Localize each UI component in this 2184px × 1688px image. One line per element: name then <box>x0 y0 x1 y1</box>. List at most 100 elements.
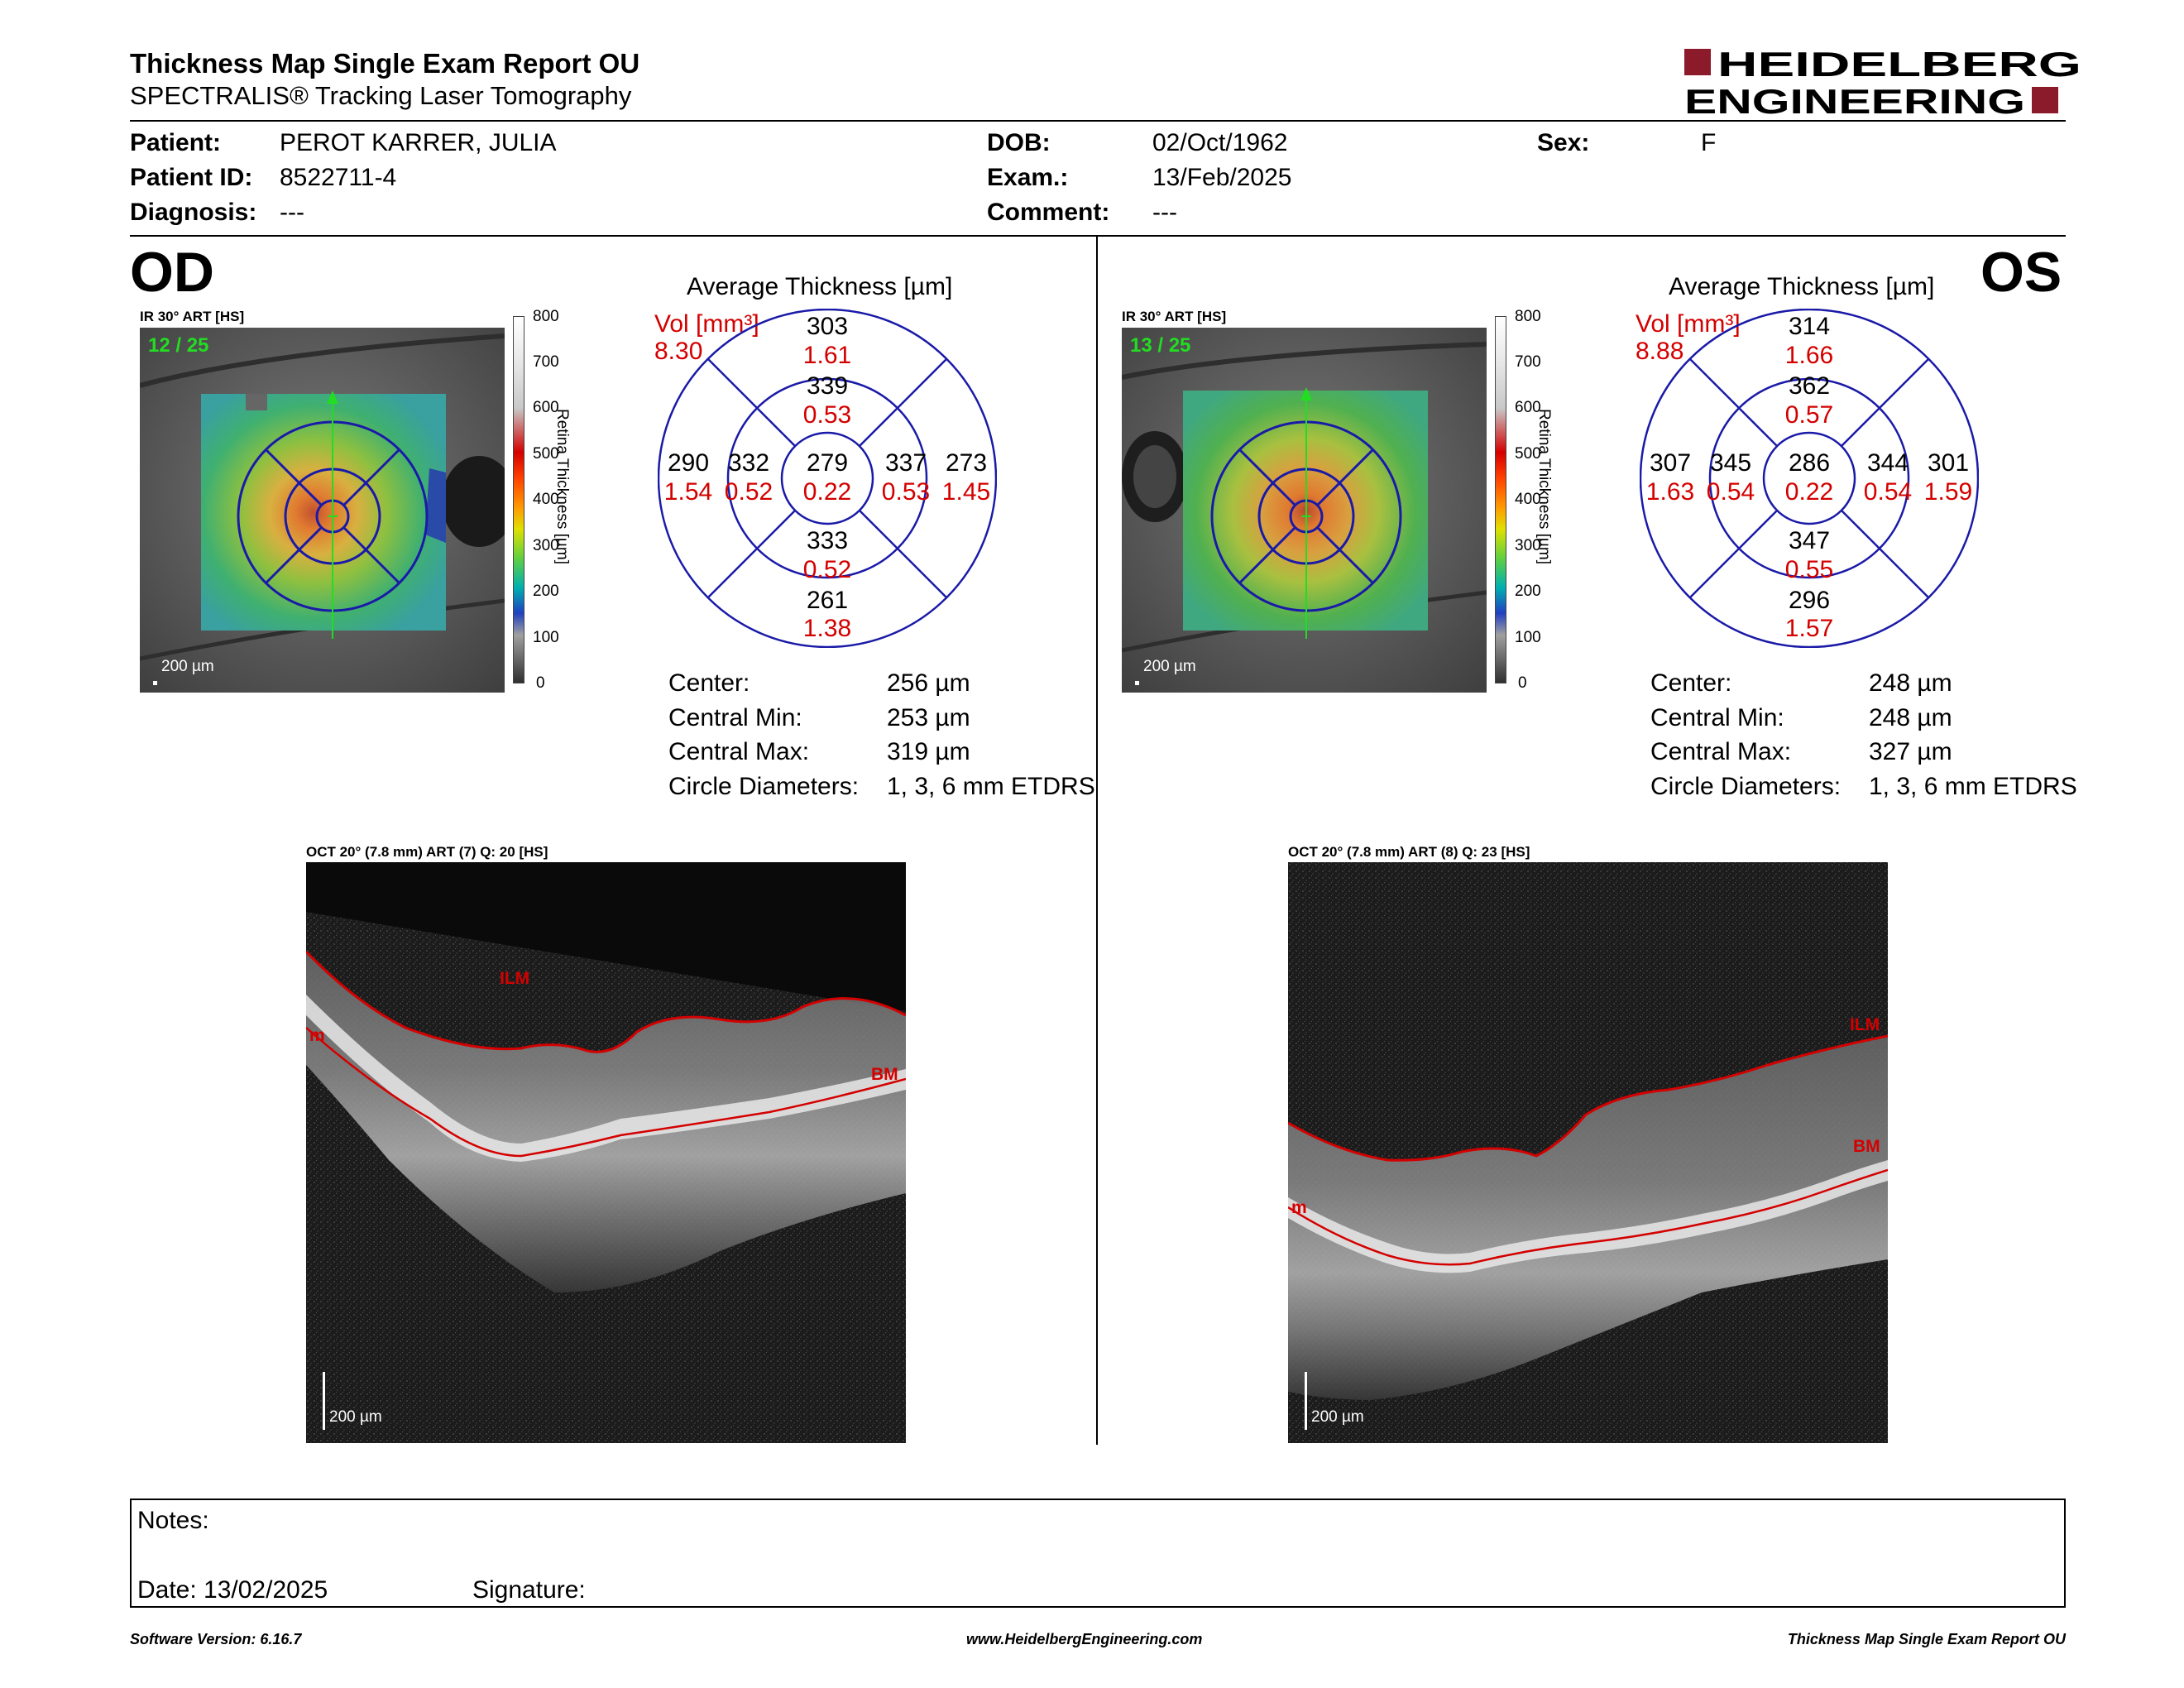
od-outer-inf-volume: 1.38 <box>802 615 852 642</box>
os-ir-label: IR 30° ART [HS] <box>1122 309 1227 324</box>
os-center-value: 248 µm <box>1869 669 1952 697</box>
eye-divider <box>1096 237 1098 1445</box>
od-tick-500: 500 <box>533 445 559 463</box>
od-outer-inf-thickness: 261 <box>806 587 849 614</box>
os-inner-right-thickness: 344 <box>1866 449 1909 477</box>
os-frame-counter: 13 / 25 <box>1130 334 1191 357</box>
os-central-min-label: Central Min: <box>1650 704 1784 731</box>
signature-label: Signature: <box>472 1576 586 1604</box>
od-outer-left-thickness: 290 <box>667 449 710 477</box>
exam-value: 13/Feb/2025 <box>1152 164 1292 191</box>
od-outer-sup-thickness: 303 <box>806 313 849 340</box>
os-outer-right-volume: 1.59 <box>1923 478 1973 506</box>
od-fundus-image <box>140 328 505 693</box>
os-outer-left-thickness: 307 <box>1649 449 1692 477</box>
os-circle-diameters-value: 1, 3, 6 mm ETDRS <box>1869 773 2077 800</box>
os-tick-300: 300 <box>1515 537 1541 554</box>
od-circle-diameters-value: 1, 3, 6 mm ETDRS <box>887 773 1095 800</box>
od-inner-right-volume: 0.53 <box>881 478 931 506</box>
os-colorbar-ticks: 800 700 600 500 400 300 200 100 0 <box>1515 308 1548 697</box>
od-central-min-label: Central Min: <box>668 704 802 731</box>
os-center-thickness: 286 <box>1788 449 1831 477</box>
patient-label: Patient: <box>130 129 222 156</box>
od-inner-left-thickness: 332 <box>727 449 770 477</box>
patient-name: PEROT KARRER, JULIA <box>280 129 557 156</box>
od-tick-100: 100 <box>533 629 559 646</box>
od-oct-scale-bar <box>323 1372 325 1430</box>
od-m-label: m <box>309 1026 325 1045</box>
od-vol-total: 8.30 <box>654 338 703 365</box>
od-outer-right-thickness: 273 <box>945 449 988 477</box>
od-oct-svg <box>306 862 906 1443</box>
os-inner-sup-volume: 0.57 <box>1784 401 1834 429</box>
os-outer-left-volume: 1.63 <box>1645 478 1695 506</box>
od-oct-scale: 200 µm <box>329 1408 382 1426</box>
od-avg-thickness-title: Average Thickness [µm] <box>687 273 953 300</box>
patient-id-label: Patient ID: <box>130 164 253 191</box>
od-circle-diameters-label: Circle Diameters: <box>668 773 860 800</box>
os-tick-0: 0 <box>1518 674 1527 692</box>
notes-box[interactable]: Notes: Date: 13/02/2025 Signature: <box>130 1499 2066 1608</box>
od-colorbar <box>513 316 524 683</box>
os-oct-scale-bar <box>1305 1372 1307 1430</box>
od-central-max-value: 319 µm <box>887 738 970 765</box>
report-title: Thickness Map Single Exam Report OU <box>130 48 640 79</box>
website-link[interactable]: www.HeidelbergEngineering.com <box>966 1631 1203 1647</box>
od-center-thickness: 279 <box>806 449 849 477</box>
od-fundus-svg <box>140 328 505 693</box>
od-tick-200: 200 <box>533 583 559 600</box>
diagnosis-label: Diagnosis: <box>130 199 257 226</box>
od-outer-right-volume: 1.45 <box>941 478 991 506</box>
od-ilm-label: ILM <box>500 969 530 988</box>
os-circle-diameters-label: Circle Diameters: <box>1650 773 1842 800</box>
os-central-max-label: Central Max: <box>1650 738 1792 765</box>
report-subtitle: SPECTRALIS® Tracking Laser Tomography <box>130 81 632 110</box>
patient-id: 8522711-4 <box>280 164 397 191</box>
os-outer-sup-thickness: 314 <box>1788 313 1831 340</box>
os-outer-inf-thickness: 296 <box>1788 587 1831 614</box>
os-colorbar-title: Retina Thickness [µm] <box>1535 409 1553 564</box>
os-inner-inf-thickness: 347 <box>1788 527 1831 554</box>
os-outer-sup-volume: 1.66 <box>1784 342 1834 369</box>
os-oct-label: OCT 20° (7.8 mm) ART (8) Q: 23 [HS] <box>1288 844 1530 860</box>
os-inner-right-volume: 0.54 <box>1863 478 1913 506</box>
od-tick-600: 600 <box>533 399 559 416</box>
sex-value: F <box>1701 129 1717 156</box>
od-frame-counter: 12 / 25 <box>148 334 209 357</box>
od-inner-left-volume: 0.52 <box>724 478 774 506</box>
os-center-volume: 0.22 <box>1784 478 1834 506</box>
os-m-label: m <box>1291 1198 1307 1217</box>
od-ir-label: IR 30° ART [HS] <box>140 309 245 324</box>
patient-divider <box>130 235 2066 237</box>
od-colorbar-ticks: 800 700 600 500 400 300 200 100 0 <box>533 308 566 697</box>
os-inner-sup-thickness: 362 <box>1788 372 1831 400</box>
od-central-max-label: Central Max: <box>668 738 810 765</box>
software-version: Software Version: 6.16.7 <box>130 1631 302 1647</box>
os-inner-left-volume: 0.54 <box>1706 478 1755 506</box>
diagnosis-value: --- <box>280 199 304 226</box>
od-central-min-value: 253 µm <box>887 704 970 731</box>
os-tick-500: 500 <box>1515 445 1541 463</box>
od-oct-label: OCT 20° (7.8 mm) ART (7) Q: 20 [HS] <box>306 844 548 860</box>
os-inner-left-thickness: 345 <box>1709 449 1752 477</box>
od-tick-0: 0 <box>536 674 545 692</box>
od-grid-values: 303 1.61 339 0.53 279 0.22 332 0.52 337 … <box>658 309 997 648</box>
os-tick-700: 700 <box>1515 353 1541 371</box>
os-vol-total: 8.88 <box>1636 338 1684 365</box>
svg-text:ENGINEERING: ENGINEERING <box>1684 82 2025 117</box>
od-label: OD <box>130 241 214 304</box>
os-tick-100: 100 <box>1515 629 1541 646</box>
os-outer-right-thickness: 301 <box>1927 449 1970 477</box>
comment-value: --- <box>1152 199 1177 226</box>
od-center-label: Center: <box>668 669 750 697</box>
os-colorbar <box>1495 316 1506 683</box>
os-etdrs-grid <box>1640 309 1979 648</box>
os-center-label: Center: <box>1650 669 1732 697</box>
od-center-volume: 0.22 <box>802 478 852 506</box>
svg-text:HEIDELBERG: HEIDELBERG <box>1717 46 2081 84</box>
od-inner-sup-volume: 0.53 <box>802 401 852 429</box>
dob-label: DOB: <box>987 129 1051 156</box>
od-outer-sup-volume: 1.61 <box>802 342 852 369</box>
od-tick-300: 300 <box>533 537 559 554</box>
od-outer-left-volume: 1.54 <box>663 478 713 506</box>
